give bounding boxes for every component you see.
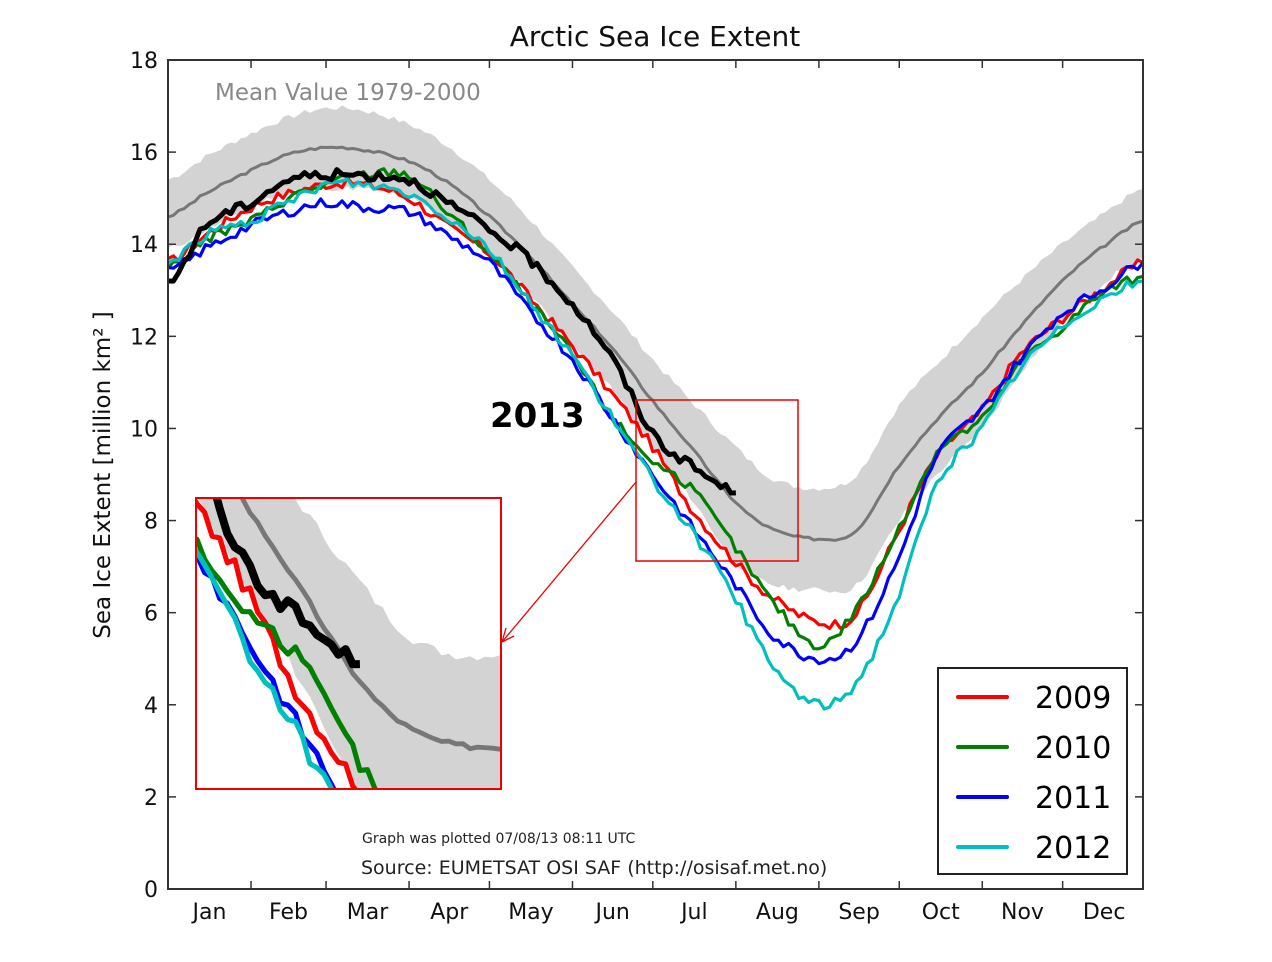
y-tick-label: 10	[130, 417, 158, 442]
x-tick-label: Aug	[756, 900, 799, 925]
mean-range-band	[198, 499, 500, 788]
chart-title: Arctic Sea Ice Extent	[510, 20, 801, 53]
x-tick-label: Jul	[679, 900, 708, 925]
y-tick-label: 14	[130, 233, 158, 258]
series-line-2011	[168, 197, 1143, 666]
series-line-2012	[197, 548, 334, 788]
y-axis: 0 2 4 6 8 10 12 14 16 18	[130, 49, 1143, 903]
inset-frame	[195, 497, 502, 790]
x-tick-label: Mar	[347, 900, 389, 925]
x-tick-label: Dec	[1083, 900, 1126, 925]
plotted-note: Graph was plotted 07/08/13 08:11 UTC	[362, 831, 636, 847]
zoom-connector-line	[501, 481, 637, 643]
x-tick-label: Feb	[269, 900, 308, 925]
y-tick-label: 6	[144, 602, 158, 627]
zoom-region-box	[635, 399, 799, 562]
zoom-arrow-head	[501, 627, 515, 643]
x-axis: Jan Feb Mar Apr May Jun Jul Aug Sep Oct Nov Dec	[191, 60, 1126, 925]
plot-frame	[167, 59, 1144, 890]
legend-label-2011: 2011	[1035, 781, 1111, 816]
y-tick-label: 12	[130, 325, 158, 350]
series-line-2011	[197, 547, 337, 788]
mean-line	[239, 499, 500, 752]
x-tick-label: May	[508, 900, 553, 925]
legend-label-2012: 2012	[1035, 831, 1111, 866]
legend-label-2010: 2010	[1035, 731, 1111, 766]
series-line-2012	[168, 177, 1143, 711]
x-tick-label: Sep	[838, 900, 879, 925]
inset-plot	[197, 499, 500, 788]
y-tick-label: 18	[130, 49, 158, 74]
year-2013-label: 2013	[490, 396, 585, 436]
x-tick-label: Oct	[922, 900, 960, 925]
y-tick-label: 2	[144, 786, 158, 811]
series-line-2013	[212, 499, 361, 669]
source-note: Source: EUMETSAT OSI SAF (http://osisaf.…	[361, 857, 827, 879]
legend: 2009 2010 2011 2012	[937, 667, 1128, 875]
x-tick-label: Jun	[593, 900, 629, 925]
y-tick-label: 4	[144, 694, 158, 719]
x-tick-label: Apr	[430, 900, 469, 925]
legend-frame	[937, 667, 1128, 875]
series-line-2013	[168, 167, 736, 496]
mean-line	[168, 145, 1143, 542]
main-plot	[168, 105, 1143, 711]
y-tick-label: 16	[130, 141, 158, 166]
y-axis-label: Sea Ice Extent [million km² ]	[90, 311, 116, 638]
series-line-2010	[197, 536, 378, 788]
series-line-2009	[197, 499, 358, 788]
y-tick-label: 8	[144, 510, 158, 535]
legend-label-2009: 2009	[1035, 681, 1111, 716]
x-tick-label: Nov	[1001, 900, 1044, 925]
y-tick-label: 0	[144, 878, 158, 903]
mean-value-label: Mean Value 1979-2000	[215, 80, 481, 106]
x-tick-label: Jan	[191, 900, 227, 925]
mean-range-band	[168, 105, 1143, 594]
